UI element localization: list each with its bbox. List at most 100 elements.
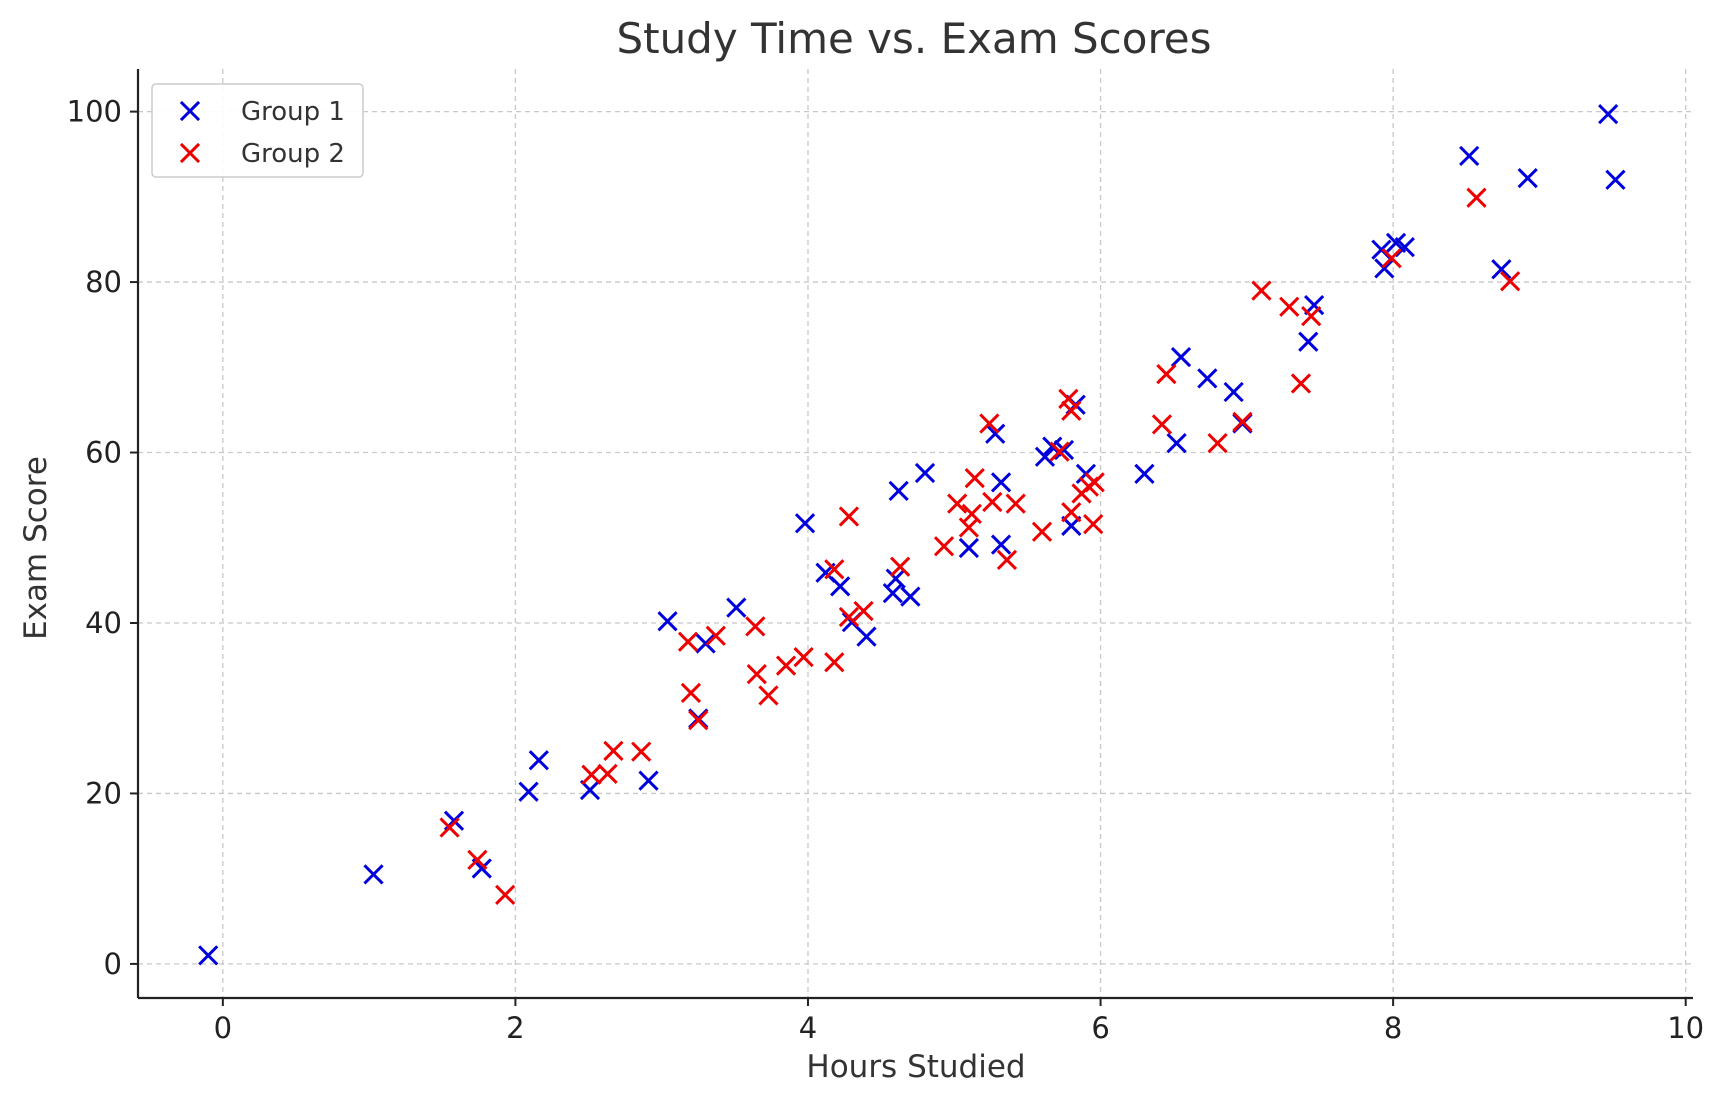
point-group-1 — [1598, 104, 1619, 125]
point-group-1 — [1061, 515, 1082, 536]
x-tick-label: 6 — [1091, 1011, 1109, 1045]
point-group-2 — [597, 763, 618, 784]
point-group-2 — [824, 559, 845, 580]
point-group-2 — [793, 646, 814, 668]
point-group-1 — [726, 597, 747, 618]
point-group-2 — [1061, 400, 1082, 421]
point-group-2 — [1083, 514, 1104, 535]
point-group-2 — [1084, 472, 1105, 493]
point-group-2 — [1156, 363, 1177, 385]
point-group-2 — [439, 817, 460, 838]
point-group-2 — [745, 616, 766, 637]
point-group-2 — [705, 625, 726, 646]
point-group-1 — [1034, 446, 1056, 467]
point-group-1 — [695, 633, 716, 654]
chart-title: Study Time vs. Exam Scores — [616, 14, 1211, 63]
point-group-2 — [838, 506, 860, 527]
point-group-1 — [885, 568, 906, 589]
point-group-2 — [996, 549, 1018, 571]
point-group-2 — [631, 741, 652, 762]
point-group-1 — [990, 534, 1012, 555]
x-tick-label: 2 — [506, 1011, 524, 1045]
legend-label-group-2: Group 2 — [241, 139, 345, 169]
point-group-1 — [198, 945, 219, 966]
y-tick-label: 80 — [85, 265, 122, 299]
point-group-2 — [1207, 433, 1228, 454]
point-group-1 — [1459, 145, 1480, 167]
point-group-2 — [838, 606, 860, 628]
point-group-1 — [958, 537, 980, 559]
point-group-2 — [1500, 271, 1521, 292]
point-group-2 — [775, 655, 797, 676]
point-group-1 — [579, 779, 601, 801]
x-tick-label: 8 — [1384, 1011, 1402, 1045]
point-group-1 — [1374, 258, 1395, 279]
y-tick-label: 60 — [85, 436, 122, 470]
point-group-2 — [964, 467, 985, 489]
point-group-1 — [1134, 463, 1155, 484]
point-group-2 — [961, 503, 982, 525]
point-group-1 — [657, 611, 678, 632]
point-group-2 — [581, 764, 602, 785]
point-group-1 — [1197, 368, 1218, 389]
point-group-1 — [1385, 232, 1407, 253]
point-group-2 — [979, 413, 1000, 434]
point-group-1 — [1166, 433, 1187, 454]
point-group-2 — [1279, 296, 1300, 317]
point-group-2 — [1005, 493, 1026, 514]
point-group-1 — [471, 858, 492, 879]
point-group-2 — [758, 685, 779, 706]
point-group-2 — [982, 491, 1003, 513]
point-group-2 — [688, 710, 709, 731]
point-group-2 — [1232, 411, 1253, 432]
x-axis-label: Hours Studied — [806, 1049, 1025, 1085]
point-group-2 — [1049, 441, 1070, 462]
legend-label-group-1: Group 1 — [241, 97, 345, 127]
grid-lines — [138, 69, 1693, 998]
legend-marker-group-2 — [179, 142, 201, 164]
y-tick-label: 100 — [67, 95, 122, 129]
point-group-1 — [794, 513, 816, 534]
point-group-1 — [914, 462, 936, 484]
point-group-2 — [1151, 414, 1173, 435]
point-group-1 — [990, 472, 1012, 493]
data-points — [198, 104, 1626, 966]
point-group-2 — [1381, 248, 1402, 269]
y-tick-label: 0 — [104, 947, 122, 981]
point-group-2 — [1466, 187, 1487, 208]
point-group-2 — [495, 884, 516, 905]
point-group-1 — [363, 864, 384, 885]
point-group-1 — [830, 576, 851, 597]
point-group-2 — [680, 682, 702, 704]
point-group-2 — [947, 493, 968, 514]
point-group-1 — [518, 781, 539, 802]
y-tick-label: 40 — [85, 606, 122, 640]
point-group-1 — [1303, 294, 1325, 316]
point-group-1 — [1053, 439, 1075, 461]
point-group-2 — [933, 536, 955, 557]
point-group-1 — [528, 750, 549, 771]
y-tick-label: 20 — [85, 776, 122, 810]
point-group-2 — [853, 600, 874, 622]
point-group-2 — [1251, 280, 1272, 301]
point-group-1 — [1170, 346, 1192, 368]
y-axis-label: Exam Score — [18, 456, 54, 640]
x-tick-label: 0 — [214, 1011, 232, 1045]
point-group-2 — [890, 556, 911, 577]
point-group-1 — [1491, 259, 1512, 280]
point-group-2 — [467, 849, 488, 871]
point-group-2 — [1290, 373, 1312, 394]
point-group-1 — [985, 423, 1006, 444]
axes — [130, 69, 1693, 1006]
legend-marker-group-1 — [179, 100, 201, 122]
point-group-1 — [900, 586, 921, 607]
point-group-2 — [746, 664, 767, 685]
point-group-1 — [1517, 167, 1538, 189]
legend: Group 1 Group 2 — [151, 83, 364, 178]
point-group-2 — [1301, 306, 1322, 327]
point-group-2 — [824, 652, 845, 673]
x-tick-label: 4 — [799, 1011, 817, 1045]
